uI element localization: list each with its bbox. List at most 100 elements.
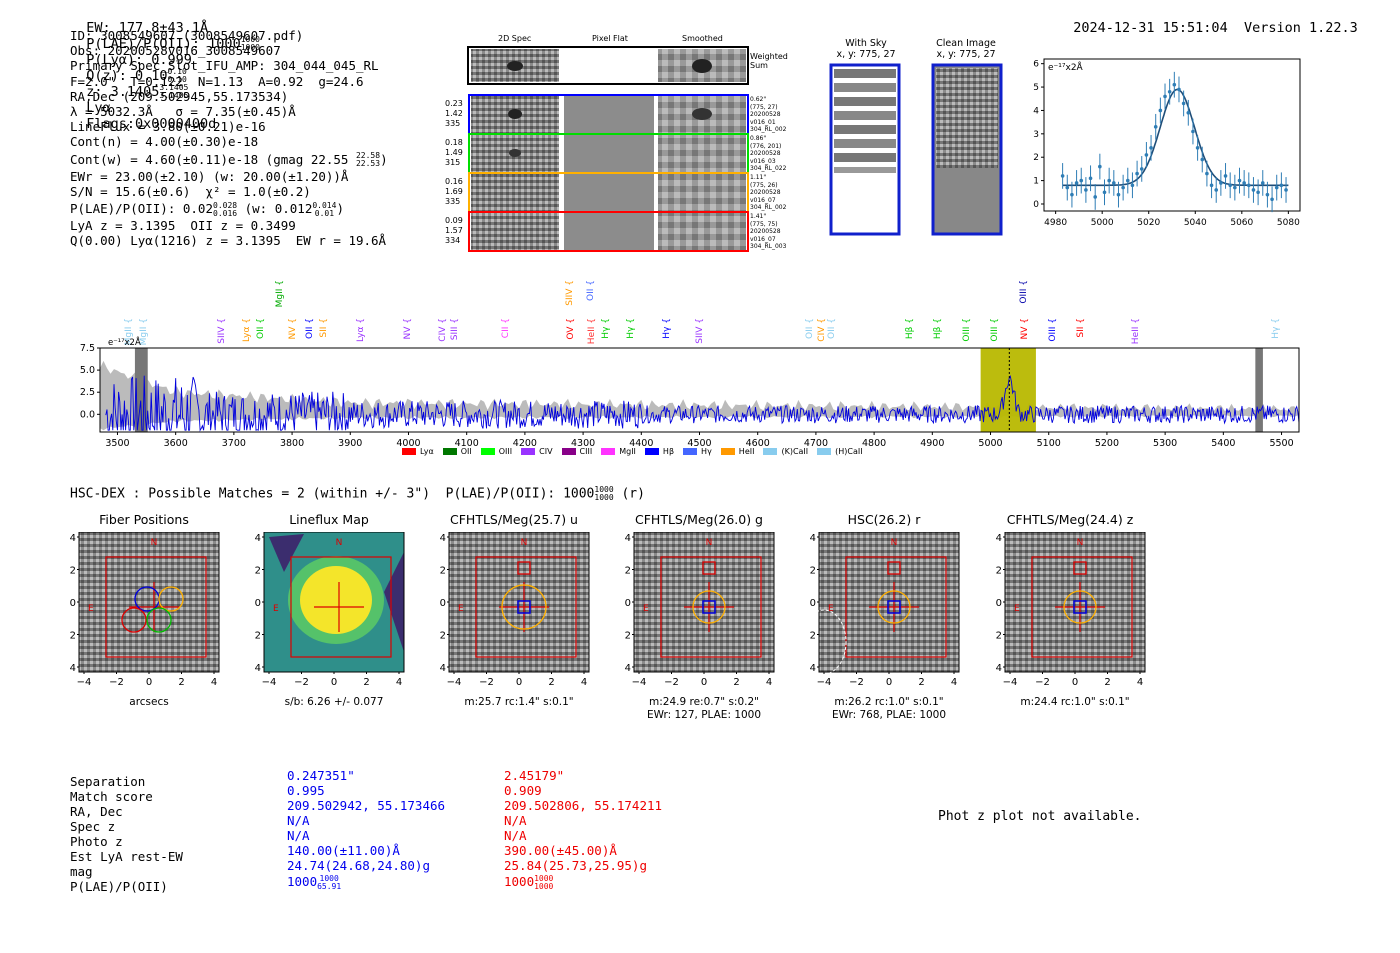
- zoom-point: [1279, 183, 1284, 188]
- zoom-point: [1195, 146, 1200, 150]
- lineflux-dark: [384, 552, 404, 652]
- zoom-point: [1153, 125, 1158, 129]
- fiber-row-info-line: v016_07: [750, 235, 776, 243]
- thumbnail-ytick: −2: [439, 631, 446, 642]
- legend-swatch: [601, 448, 616, 455]
- lineflux-dark: [269, 534, 304, 572]
- fiber-row-info-line: 304_RL_022: [750, 165, 787, 172]
- legend-label: CIII: [579, 447, 593, 456]
- thumbnail-ytick: −2: [254, 631, 261, 642]
- header-plya: P(Lyα): 0.999: [86, 52, 192, 68]
- fiber-row-info-line: (775, 27): [750, 103, 778, 111]
- legend-swatch: [763, 448, 778, 455]
- zoom-point: [1247, 183, 1251, 188]
- table-col2-cell: 209.502806, 55.174211: [504, 798, 663, 813]
- aperture-box: [290, 556, 392, 658]
- zoom-point: [1088, 176, 1093, 181]
- thumbnail-caption-2: EWr: 768, PLAE: 1000: [831, 709, 947, 721]
- zoom-point: [1172, 82, 1177, 87]
- fiber-row-info: 1.11" (775, 26) 20200528 v016_07 304_RL_002: [750, 174, 786, 212]
- full-highlight-band: [980, 348, 1036, 432]
- sky-images: [829, 63, 1003, 236]
- full-xtick-label: 4500: [687, 438, 711, 449]
- thumbnail-ytick: −4: [995, 663, 1002, 674]
- fiber-row-stats: 0.09 1.57 334: [445, 216, 463, 246]
- legend-swatch: [644, 448, 659, 455]
- fiber-row-1: [468, 94, 749, 135]
- thumbnail-ytick: 0: [255, 598, 261, 609]
- thumbnail-ytick: 0: [810, 598, 816, 609]
- hsc-heading-hi: 1000: [594, 485, 614, 494]
- fiber-row-info-line: 0.86": [750, 135, 767, 142]
- table-col2-cell: 0.909: [504, 783, 542, 798]
- thumbnail-xtick: 0: [331, 677, 337, 688]
- table-label: Spec z: [70, 819, 116, 834]
- compass-north: N: [151, 538, 158, 548]
- fiber-row-4: [468, 211, 749, 252]
- legend-label: (H)CaII: [835, 447, 863, 456]
- zoom-point: [1144, 153, 1149, 157]
- fiber-row-stat: 0.23: [445, 99, 463, 108]
- thumbnail-panel: HSC(26.2) r N E 4 2 0 −2 −4−4 −2 0 2 4 m:26.2 rc:1.0…: [809, 512, 994, 722]
- thumbnail-ytick: −4: [439, 663, 446, 674]
- full-xtick-label: 4300: [571, 438, 595, 449]
- thumbnail-caption: s/b: 6.26 +/- 0.077: [284, 696, 384, 708]
- thumbnail-ytick: 4: [440, 533, 446, 544]
- table-col2-cell: 390.00(±45.00)Å: [504, 843, 617, 858]
- fiber-row-stats: 0.23 1.42 335: [445, 99, 463, 129]
- zoom-point: [1214, 188, 1219, 192]
- fiber-row-info-line: (775, 26): [750, 181, 778, 189]
- thumbnail-xtick: −4: [262, 677, 277, 688]
- header-z-lo: 3.1405: [159, 91, 189, 100]
- legend-label: (K)CaII: [781, 447, 809, 456]
- clean-noise: [936, 68, 998, 168]
- thumbnail-xtick: −2: [849, 677, 864, 688]
- fiber-row-info-line: 0.62": [750, 96, 767, 103]
- thumbnail-noise: [1005, 532, 1145, 672]
- full-xtick-label: 5000: [978, 438, 1002, 449]
- thumbnail-title: CFHTLS/Meg(25.7) u: [450, 512, 578, 527]
- fiber-row-stat: 335: [445, 119, 461, 128]
- clean-title: Clean Image: [936, 38, 996, 49]
- thumbnail-xtick: 0: [516, 677, 522, 688]
- info-ewr: EWr = 23.00(±2.10) (w: 20.00(±1.20))Å: [70, 168, 349, 184]
- info-obs: Obs: 20200528v016_3008549607: [70, 43, 281, 59]
- thumbnail-xtick: −4: [632, 677, 647, 688]
- compass-north: N: [891, 538, 898, 548]
- zoom-point: [1102, 190, 1107, 195]
- fiber-row-stat: 335: [445, 197, 461, 206]
- zoom-point: [1125, 178, 1130, 183]
- match-ellipse: [1063, 590, 1097, 624]
- info-block: ID: 3008549607 (3008549607.pdf) Obs: 202…: [70, 28, 388, 248]
- legend-label: OIII: [498, 447, 513, 456]
- thumbnail-xtick: 2: [1104, 677, 1110, 688]
- fiber-row-stats: 0.16 1.69 335: [445, 177, 463, 207]
- clean-sub: x, y: 775, 27: [936, 49, 996, 60]
- clean-panel: Clean Image x, y: 775, 27: [926, 38, 1006, 60]
- full-xtick-label: 5500: [1269, 438, 1293, 449]
- compass-east: E: [458, 604, 464, 614]
- thumbnail-panel: CFHTLS/Meg(26.0) g N E 4 2 0 −2 −4−4 −2 0 2 4 m:24.9…: [624, 512, 809, 722]
- spec2d-panel: 2D Spec Pixel Flat Smoothed: [440, 30, 790, 260]
- compass-east: E: [88, 604, 94, 614]
- table-label: RA, Dec: [70, 804, 123, 819]
- thumbnail-ytick: −2: [69, 631, 76, 642]
- thumbnail-caption: m:24.9 re:0.7" s:0.2": [649, 696, 759, 708]
- zoom-point: [1233, 185, 1237, 190]
- compass-east: E: [273, 604, 279, 614]
- with-sky-panel: With Sky x, y: 775, 27: [826, 38, 906, 60]
- legend-swatch: [402, 448, 416, 455]
- zoom-point: [1205, 171, 1209, 176]
- zoom-point: [1135, 171, 1139, 176]
- aperture-box: [475, 556, 577, 658]
- match-ellipse: [501, 584, 547, 630]
- full-mask-left: [134, 348, 148, 432]
- zoom-ytick-label: 3: [1033, 130, 1039, 140]
- thumbnail-xtick: −2: [664, 677, 679, 688]
- fiber-row-stat: 1.49: [445, 148, 463, 157]
- thumbnail-xtick: 4: [766, 677, 772, 688]
- thumbnail-ytick: 4: [255, 533, 261, 544]
- header-z: z: 3.1405: [86, 84, 160, 100]
- legend-label: OII: [460, 447, 472, 456]
- info-sn: S/N = 15.6(±0.6) χ² = 1.0(±0.2): [70, 183, 311, 199]
